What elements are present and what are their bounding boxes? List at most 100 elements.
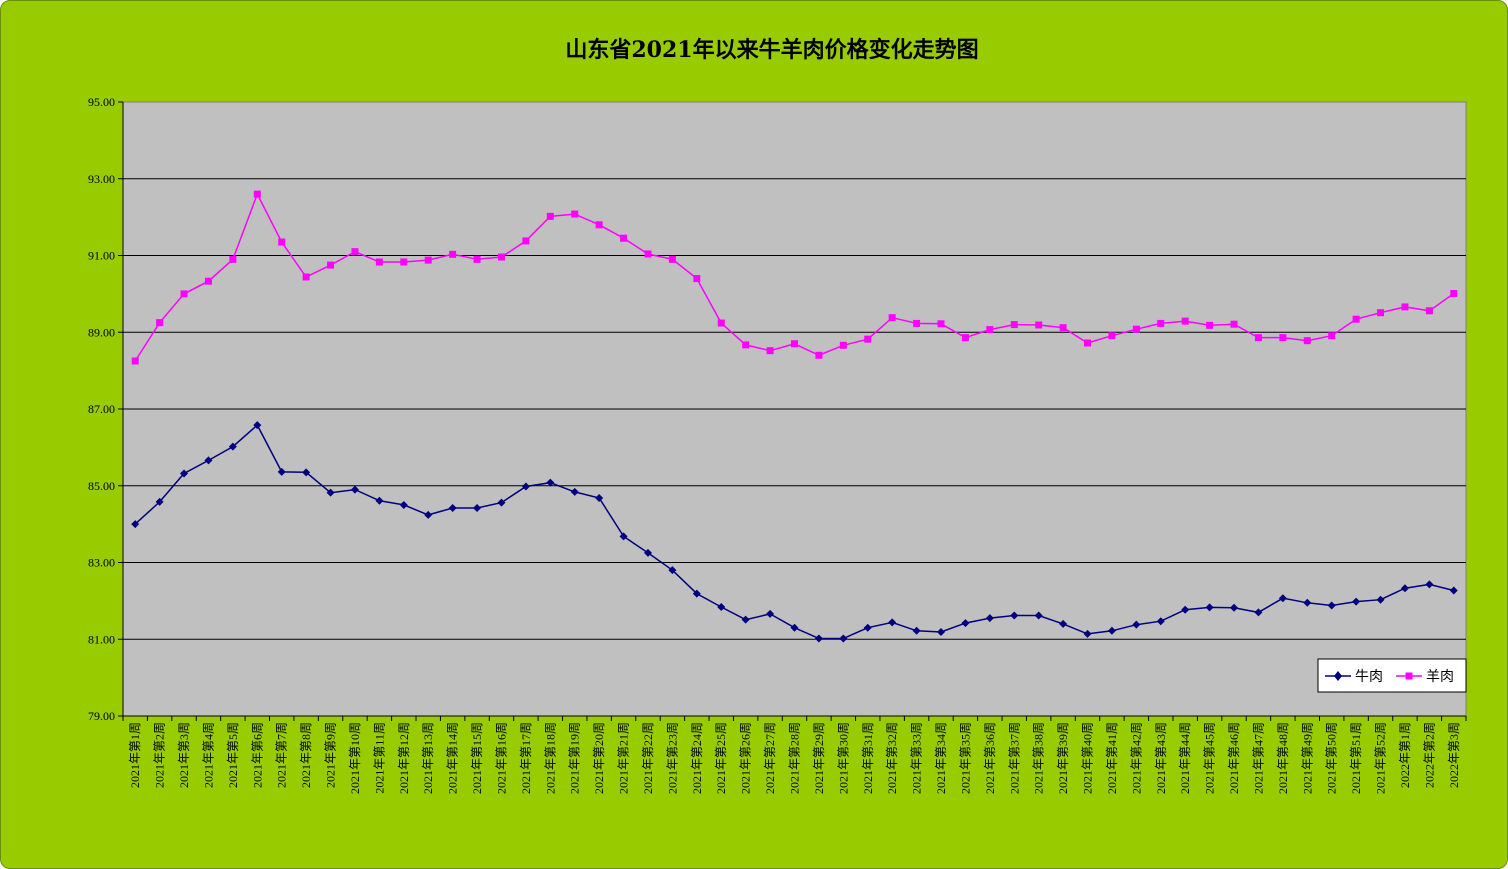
data-point [302,273,310,281]
data-point [228,442,237,451]
x-tick-label: 2021年第40周 [1081,722,1095,794]
data-point [204,277,212,285]
data-point [1449,586,1458,595]
data-point [253,421,262,430]
y-tick-label: 91.00 [88,249,115,263]
data-point [668,566,677,575]
x-tick-label: 2021年第39周 [1056,722,1070,794]
data-point [424,256,432,264]
data-point [1254,334,1262,342]
data-point [791,340,798,348]
x-tick-label: 2021年第5周 [226,722,240,788]
data-point [595,494,604,503]
y-tick-label: 95.00 [88,95,115,109]
x-tick-label: 2022年第2周 [1422,722,1436,788]
data-point [1352,597,1361,606]
x-tick-label: 2021年第30周 [836,722,850,794]
data-point [913,319,921,327]
x-tick-label: 2021年第25周 [714,722,728,794]
x-tick-label: 2021年第18周 [543,722,557,794]
x-tick-label: 2021年第19周 [568,722,582,794]
x-tick-label: 2021年第36周 [983,722,997,794]
data-point [864,335,872,343]
x-tick-label: 2021年第8周 [299,722,313,788]
data-point [448,504,457,513]
data-point [693,275,701,283]
data-point [1157,319,1165,327]
x-tick-label: 2021年第12周 [397,722,411,794]
data-point [1303,337,1311,345]
data-point [1156,617,1165,626]
data-point [912,626,921,635]
x-tick-label: 2021年第32周 [885,722,899,794]
data-point [229,255,237,263]
data-point [570,487,579,496]
data-point [814,634,823,643]
data-point [400,258,408,266]
x-tick-label: 2021年第3周 [177,722,191,788]
x-tick-label: 2021年第28周 [788,722,802,794]
x-tick-label: 2022年第1周 [1398,722,1412,788]
y-tick-label: 79.00 [88,709,115,723]
data-point [1132,620,1141,629]
data-point [741,615,750,624]
data-point [156,319,164,327]
x-tick-label: 2021年第44周 [1178,722,1192,794]
x-tick-label: 2021年第17周 [519,722,533,794]
data-point [1010,611,1019,620]
data-point [1352,315,1360,323]
data-point [1328,332,1336,340]
data-point [1059,324,1067,332]
x-tick-label: 2021年第52周 [1374,722,1388,794]
x-tick-label: 2021年第1周 [128,722,142,788]
x-tick-label: 2021年第9周 [324,722,338,788]
x-tick-label: 2021年第37周 [1007,722,1021,794]
x-tick-label: 2021年第33周 [910,722,924,794]
x-tick-label: 2021年第42周 [1129,722,1143,794]
y-tick-label: 89.00 [88,325,115,339]
data-point [473,255,481,263]
x-tick-label: 2021年第27周 [763,722,777,794]
data-point [375,258,383,266]
x-tick-label: 2021年第38周 [1032,722,1046,794]
data-point [1327,601,1336,610]
data-point [327,261,335,269]
x-tick-label: 2021年第26周 [739,722,753,794]
legend-marker-beef [1334,671,1342,681]
data-point [1376,595,1385,604]
data-point [1206,321,1214,329]
data-point [302,468,311,477]
data-point [1254,608,1263,617]
data-point [1450,289,1458,297]
data-point [1377,309,1385,317]
data-point [888,618,897,627]
x-tick-label: 2021年第45周 [1203,722,1217,794]
x-tick-label: 2021年第48周 [1276,722,1290,794]
data-point [620,234,628,242]
legend-label-beef: 牛肉 [1355,669,1383,685]
y-tick-label: 83.00 [88,556,115,570]
y-tick-label: 87.00 [88,402,115,416]
x-tick-label: 2021年第34周 [934,722,948,794]
data-point [766,609,775,618]
data-point [399,500,408,509]
data-point [350,485,359,494]
data-point [375,496,384,505]
x-tick-label: 2021年第24周 [690,722,704,794]
x-tick-label: 2021年第2周 [153,722,167,788]
data-point [351,248,359,256]
data-point [522,237,530,245]
data-point [521,482,530,491]
x-tick-label: 2021年第20周 [592,722,606,794]
data-point [473,504,482,513]
data-point [180,469,189,478]
series-beef [131,421,1458,643]
y-tick-label: 85.00 [88,479,115,493]
data-point [888,314,896,322]
x-tick-label: 2021年第46周 [1227,722,1241,794]
x-tick-label: 2021年第50周 [1325,722,1339,794]
x-tick-label: 2021年第14周 [446,722,460,794]
data-point [546,478,555,487]
